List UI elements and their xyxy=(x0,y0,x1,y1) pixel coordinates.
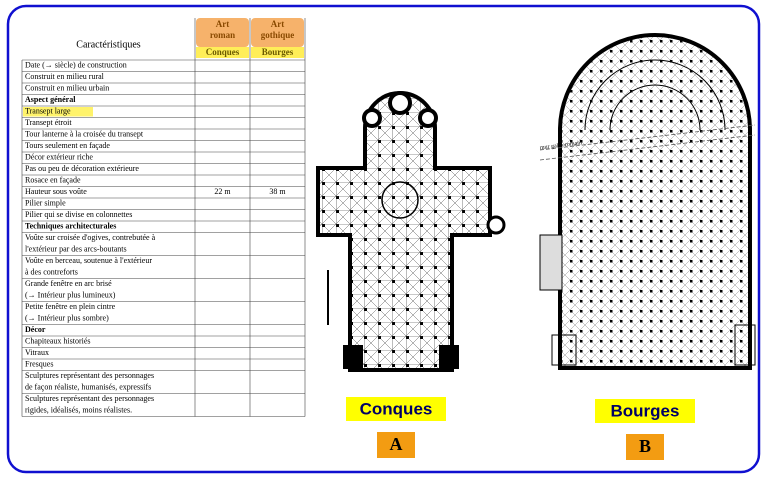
section-label: Techniques architecturales xyxy=(25,222,116,231)
row-label: Tour lanterne à la croisée du transept xyxy=(25,130,144,139)
row-label: l'extérieur par des arcs-boutants xyxy=(25,245,127,254)
section-label: Aspect général xyxy=(25,95,76,104)
site-header xyxy=(251,47,304,58)
row-label: Vitraux xyxy=(25,348,49,357)
name-box xyxy=(346,397,446,421)
row-label: à des contreforts xyxy=(25,268,78,277)
style-name: roman xyxy=(210,30,235,40)
row-label: Voûte en berceau, soutenue à l'extérieur xyxy=(25,256,152,265)
style-name: gothique xyxy=(261,30,295,40)
row-label: Construit en milieu rural xyxy=(25,72,105,81)
header-label: Caractéristiques xyxy=(76,39,141,50)
row-label: rigides, idéalisés, moins réalistes. xyxy=(25,406,132,415)
row-label: Construit en milieu urbain xyxy=(25,84,109,93)
plan-letter: A xyxy=(390,434,403,454)
row-label: de façon réaliste, humanisés, expressifs xyxy=(25,383,151,392)
row-label: Décor extérieur riche xyxy=(25,153,93,162)
row-label: Pas ou peu de décoration extérieure xyxy=(25,164,139,173)
row-label: Petite fenêtre en plein cintre xyxy=(25,302,116,311)
row-label: (→ Intérieur plus lumineux) xyxy=(25,291,116,300)
row-label: Pilier simple xyxy=(25,199,66,208)
style-header xyxy=(196,18,249,47)
row-label: (→ Intérieur plus sombre) xyxy=(25,314,109,323)
conques-plan xyxy=(316,91,506,372)
comparison-table: CaractéristiquesArtromanConquesArtgothiq… xyxy=(21,18,306,417)
letter-box xyxy=(377,432,415,458)
row-label: Tours seulement en façade xyxy=(25,141,110,150)
row-label: Pilier qui se divise en colonnettes xyxy=(25,210,132,219)
bourges-plan xyxy=(539,33,756,370)
site-name: Conques xyxy=(206,47,240,57)
highlight xyxy=(23,107,93,117)
row-label: Chapiteaux historiés xyxy=(25,337,91,346)
plan-name: Bourges xyxy=(611,401,680,420)
row-label: Grande fenêtre en arc brisé xyxy=(25,279,112,288)
section-label: Décor xyxy=(25,325,46,334)
row-label: Transept large xyxy=(25,107,71,116)
style-header xyxy=(251,18,304,47)
row-label: Fresques xyxy=(25,360,53,369)
plan-name: Conques xyxy=(360,399,433,418)
row-label: Rosace en façade xyxy=(25,176,81,185)
cell-value: 38 m xyxy=(269,187,286,196)
row-label: Sculptures représentant des personnages xyxy=(25,371,154,380)
site-header xyxy=(196,47,249,58)
letter-box xyxy=(626,434,664,460)
style-name: Art xyxy=(216,19,230,29)
row-label: Hauteur sous voûte xyxy=(25,187,87,196)
table-grid xyxy=(21,18,306,417)
style-name: Art xyxy=(271,19,285,29)
row-label: Sculptures représentant des personnages xyxy=(25,394,154,403)
site-name: Bourges xyxy=(262,47,294,57)
plan-note: mur gallo-romain xyxy=(540,140,583,151)
name-box xyxy=(595,399,695,423)
row-label: Voûte sur croisée d'ogives, contrebutée … xyxy=(25,233,156,242)
plan-letter: B xyxy=(639,436,651,456)
row-label: Date (→ siècle) de construction xyxy=(25,61,127,70)
row-label: Transept étroit xyxy=(25,118,72,127)
cell-value: 22 m xyxy=(214,187,231,196)
